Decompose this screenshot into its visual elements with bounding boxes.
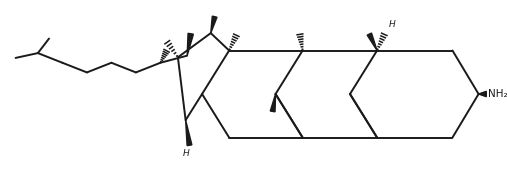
Polygon shape bbox=[186, 120, 192, 146]
Polygon shape bbox=[187, 33, 193, 56]
Text: H: H bbox=[389, 20, 395, 29]
Polygon shape bbox=[270, 94, 275, 112]
Text: H: H bbox=[183, 149, 190, 158]
Polygon shape bbox=[211, 16, 217, 33]
Polygon shape bbox=[367, 33, 377, 50]
Text: NH₂: NH₂ bbox=[488, 89, 507, 99]
Polygon shape bbox=[479, 91, 486, 97]
